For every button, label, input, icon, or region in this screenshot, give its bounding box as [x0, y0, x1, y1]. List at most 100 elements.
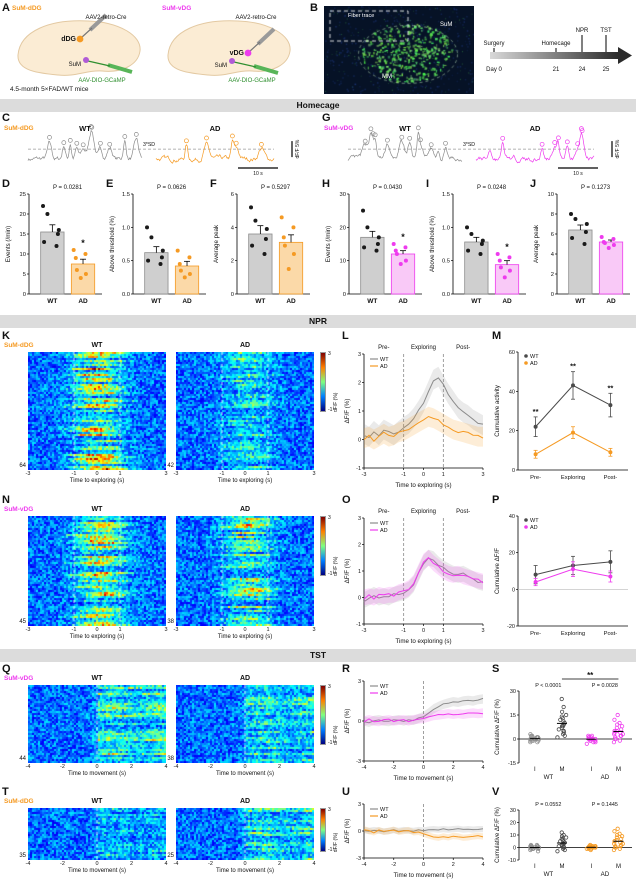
tick: 0 — [243, 471, 247, 477]
svg-text:AD: AD — [380, 528, 388, 534]
cblabel: dF/F (%) — [333, 556, 339, 576]
svg-text:3: 3 — [358, 352, 361, 358]
svg-text:-3: -3 — [356, 856, 361, 862]
svg-text:WT: WT — [544, 774, 554, 781]
cblabel: dF/F (%) — [333, 392, 339, 412]
svg-text:WT: WT — [255, 298, 265, 305]
panel-V: V -10 0 10 20 30 I M I M WT AD P = 0.0552 P = 0.1445… — [492, 786, 636, 882]
svg-text:0: 0 — [422, 862, 425, 868]
svg-text:1.5: 1.5 — [122, 192, 130, 198]
svg-text:1: 1 — [442, 472, 445, 478]
svg-text:WT: WT — [575, 298, 585, 305]
experiment-timeline: Surgery Homecage NPR TST Day 0 21 24 25 — [483, 28, 632, 73]
heatmap-canvas — [176, 516, 314, 626]
tick: -3 — [173, 627, 179, 633]
tick: 3 — [164, 627, 168, 633]
svg-text:Pre-: Pre- — [378, 509, 389, 515]
svg-text:AD: AD — [502, 298, 512, 305]
svg-text:3: 3 — [358, 679, 361, 685]
cbmin: -1 — [328, 847, 333, 854]
svg-text:21: 21 — [553, 67, 560, 73]
svg-text:Pre-: Pre- — [378, 345, 389, 351]
svg-text:Post-: Post- — [604, 475, 618, 481]
svg-text:**: ** — [570, 362, 576, 371]
svg-text:0: 0 — [513, 846, 516, 852]
svg-text:WT: WT — [471, 298, 481, 305]
heatmap-title-N: SuM-vDG — [4, 506, 34, 513]
svg-text:-10: -10 — [508, 858, 516, 864]
tick: -3 — [25, 627, 31, 633]
svg-text:WT: WT — [544, 871, 554, 878]
panel-label-F: F — [210, 178, 217, 190]
svg-text:SuM: SuM — [215, 63, 227, 69]
panel-label-E: E — [106, 178, 114, 190]
svg-text:-3: -3 — [356, 759, 361, 765]
svg-text:Time to movement (s): Time to movement (s) — [394, 775, 454, 782]
svg-text:1.5: 1.5 — [442, 192, 450, 198]
svg-text:Exploring: Exploring — [561, 631, 585, 637]
svg-text:I: I — [534, 767, 536, 773]
svg-text:AD: AD — [286, 298, 296, 305]
nlabel: 35 — [19, 853, 26, 859]
svg-text:Pre-: Pre- — [530, 631, 541, 637]
panel-F: F 0 2 4 6 Average peak WT AD P = 0.5297 — [210, 178, 314, 310]
homecage-trace-dDG: 3*SD WT AD dF/F 5% 10 s — [27, 124, 301, 177]
panel-label-L: L — [342, 330, 349, 342]
tick: 3 — [312, 471, 316, 477]
panel-R: R -3 0 3 -4 -2 0 2 4 WT AD Time to movement (s) ΔF/… — [342, 663, 488, 785]
svg-text:30: 30 — [340, 192, 346, 198]
svg-text:Events (/min): Events (/min) — [325, 226, 332, 262]
panel-Q: Q SuM-vDG WT 44 -4 -2 0 2 4 Time to movement (s… — [2, 663, 339, 785]
tick: -4 — [25, 861, 31, 867]
tick: -2 — [60, 861, 65, 867]
svg-text:Cumulative activity: Cumulative activity — [494, 384, 501, 436]
svg-text:*: * — [81, 238, 85, 248]
tick: -1 — [219, 471, 225, 477]
svg-text:Above threshold (%): Above threshold (%) — [109, 216, 116, 272]
cbmin: -1 — [328, 740, 333, 746]
svg-text:I: I — [590, 767, 592, 773]
svg-text:ΔF/F (%): ΔF/F (%) — [344, 559, 351, 584]
mm-region-label: MM — [382, 74, 392, 80]
panel-N: N SuM-vDG WT 45 -3 -1 0 1 3 Time to exploring (… — [2, 494, 339, 648]
svg-text:2: 2 — [551, 272, 554, 278]
svg-text:1.0: 1.0 — [122, 225, 130, 231]
svg-text:3: 3 — [481, 628, 484, 634]
svg-text:M: M — [616, 767, 621, 773]
threshold-bar-vDG: 0.0 0.5 1.0 1.5 Above threshold (%) WT AD P = 0… — [429, 185, 526, 305]
cblabel: dF/F (%) — [333, 832, 339, 853]
svg-text:Time to movement (s): Time to movement (s) — [394, 872, 454, 879]
section-header-homecage: Homecage — [0, 99, 636, 112]
sum-region-label: SuM — [440, 22, 453, 28]
gname: WT — [91, 675, 103, 682]
svg-text:30: 30 — [510, 808, 516, 814]
svg-text:25: 25 — [20, 192, 26, 198]
peak-bar-dDG: 0 2 4 6 Average peak WT AD P = 0.5297 — [213, 185, 310, 305]
tick: 0 — [243, 861, 247, 867]
svg-text:**: ** — [533, 407, 539, 416]
svg-text:Post-: Post- — [604, 631, 618, 637]
svg-text:20: 20 — [510, 821, 516, 827]
tick: 2 — [129, 861, 134, 867]
tick: 1 — [266, 471, 270, 477]
tick: 4 — [164, 861, 168, 867]
svg-text:AD: AD — [398, 298, 408, 305]
panel-label-N: N — [2, 494, 10, 506]
gname: WT — [91, 506, 103, 513]
fiber-trace-label: Fiber trace — [348, 13, 375, 19]
panel-label-O: O — [342, 494, 351, 506]
cbar — [320, 685, 326, 745]
svg-text:AD: AD — [182, 298, 192, 305]
svg-text:Surgery: Surgery — [483, 41, 504, 47]
svg-text:AAV2-retro-Cre: AAV2-retro-Cre — [86, 15, 128, 21]
panel-K: K SuM-dDG WT 64 -3 -1 0 1 3 Time to exploring (… — [2, 330, 339, 492]
svg-text:0: 0 — [358, 829, 361, 835]
svg-text:AD: AD — [601, 774, 610, 781]
svg-text:40: 40 — [509, 389, 515, 395]
tick: 2 — [277, 764, 282, 770]
panel-D: D 0 5 10 15 20 25 Events (/min) WT AD P = 0.0281 * — [2, 178, 106, 310]
